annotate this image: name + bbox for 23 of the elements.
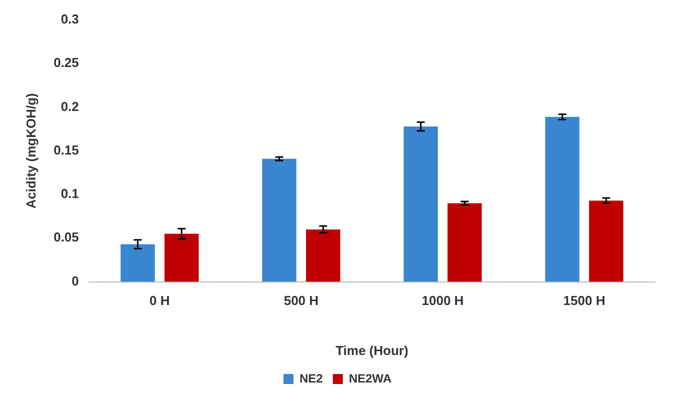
y-tick-label: 0.3 [60, 12, 79, 27]
x-tick-label: 500 H [284, 293, 319, 308]
bar [120, 244, 155, 282]
y-tick-label: 0.1 [60, 186, 79, 202]
y-tick-label: 0.05 [54, 230, 79, 245]
legend-label: NE2WA [348, 371, 392, 386]
bar [404, 126, 438, 282]
y-tick-label: 0.25 [54, 55, 79, 70]
x-axis-title: Time (Hour) [336, 342, 408, 358]
x-tick-label: 1000 H [422, 293, 464, 308]
y-tick-label: 0 [72, 273, 79, 288]
y-tick-label: 0.2 [60, 98, 79, 114]
y-tick-label: 0.15 [54, 142, 79, 158]
bar [589, 200, 624, 282]
bar [448, 203, 482, 282]
x-tick-label: 1500 H [563, 293, 606, 308]
y-axis-title: Acidity (mgKOH/g) [23, 93, 38, 209]
bar [545, 116, 580, 282]
legend-label: NE2 [299, 371, 324, 386]
x-tick-label: 0 H [150, 293, 170, 308]
bar [164, 234, 199, 282]
bar [262, 158, 296, 282]
bar [306, 229, 340, 282]
